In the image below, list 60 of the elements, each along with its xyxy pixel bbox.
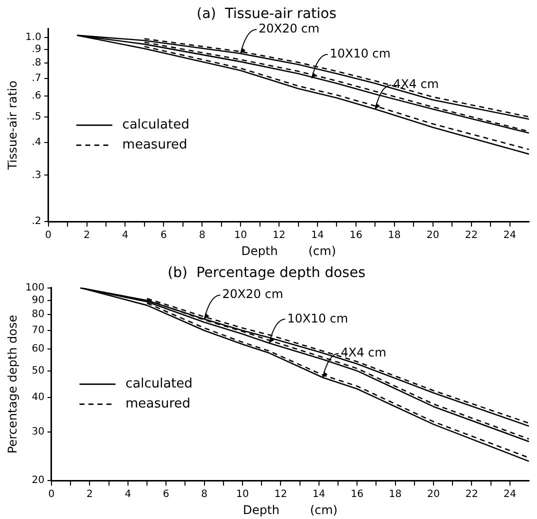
x-tick-label: 0 <box>45 230 52 242</box>
x-tick-label: 14 <box>311 230 324 242</box>
x-tick-label: 10 <box>234 230 247 242</box>
x-tick-label: 4 <box>122 230 128 242</box>
y-tick-label: 80 <box>32 309 44 320</box>
y-tick-label: 1.0 <box>25 32 42 44</box>
y-tick-label: 20 <box>32 475 44 486</box>
x-tick-label: 0 <box>48 489 55 500</box>
annotation: 4X4 cm <box>393 77 439 92</box>
y-tick-label: .2 <box>32 216 42 228</box>
x-tick-label: 14 <box>312 489 326 500</box>
x-tick-label: 16 <box>350 489 364 500</box>
y-tick-label: 100 <box>25 282 44 294</box>
chart-title: (a) Tissue-air ratios <box>196 6 336 22</box>
x-axis-title: Depth (cm) <box>241 244 336 258</box>
x-tick-label: 8 <box>201 489 208 500</box>
y-tick-label: 70 <box>32 325 44 336</box>
x-tick-label: 2 <box>86 489 93 500</box>
annotation: 20X20 cm <box>222 287 284 302</box>
y-tick-label: 40 <box>32 392 44 404</box>
y-tick-label: 50 <box>32 365 44 376</box>
legend-label: measured <box>122 138 188 153</box>
x-tick-label: 10 <box>236 489 249 500</box>
y-axis-title: Tissue-air ratio <box>5 80 20 171</box>
y-tick-label: .7 <box>32 72 42 84</box>
chart-title: (b) Percentage depth doses <box>168 265 366 282</box>
x-tick-label: 20 <box>426 230 440 242</box>
x-tick-label: 2 <box>84 230 90 242</box>
legend-label: measured <box>125 396 190 412</box>
x-tick-label: 8 <box>198 230 206 242</box>
x-tick-label: 4 <box>124 489 132 500</box>
x-tick-label: 24 <box>503 230 516 242</box>
x-tick-label: 18 <box>388 230 401 242</box>
x-tick-label: 6 <box>160 230 167 242</box>
x-tick-label: 22 <box>465 489 478 500</box>
x-tick-label: 16 <box>350 230 362 242</box>
y-tick-label: .8 <box>32 58 42 69</box>
annotation: 10X10 cm <box>287 311 348 326</box>
y-tick-label: 60 <box>32 344 44 355</box>
y-tick-label: .6 <box>32 90 42 102</box>
y-tick-label: 30 <box>32 426 44 438</box>
x-tick-label: 12 <box>274 489 288 500</box>
legend-label: calculated <box>125 376 193 392</box>
y-tick-label: .9 <box>32 44 42 56</box>
y-tick-label: .4 <box>32 136 42 148</box>
annotation: 20X20 cm <box>258 22 320 36</box>
x-tick-label: 12 <box>272 230 286 242</box>
annotation: 10X10 cm <box>330 46 391 60</box>
x-tick-label: 6 <box>162 489 170 500</box>
annotation: 4X4 cm <box>340 346 386 360</box>
x-tick-label: 24 <box>504 489 516 500</box>
y-axis-title: Percentage depth dose <box>5 314 20 454</box>
y-tick-label: .5 <box>32 111 42 122</box>
x-axis-title: Depth (cm) <box>242 502 338 517</box>
x-tick-label: 20 <box>427 489 440 500</box>
y-tick-label: .3 <box>32 170 42 181</box>
y-tick-label: 90 <box>32 295 44 306</box>
legend-label: calculated <box>122 118 190 133</box>
x-tick-label: 22 <box>464 230 478 242</box>
x-tick-label: 18 <box>388 489 402 500</box>
